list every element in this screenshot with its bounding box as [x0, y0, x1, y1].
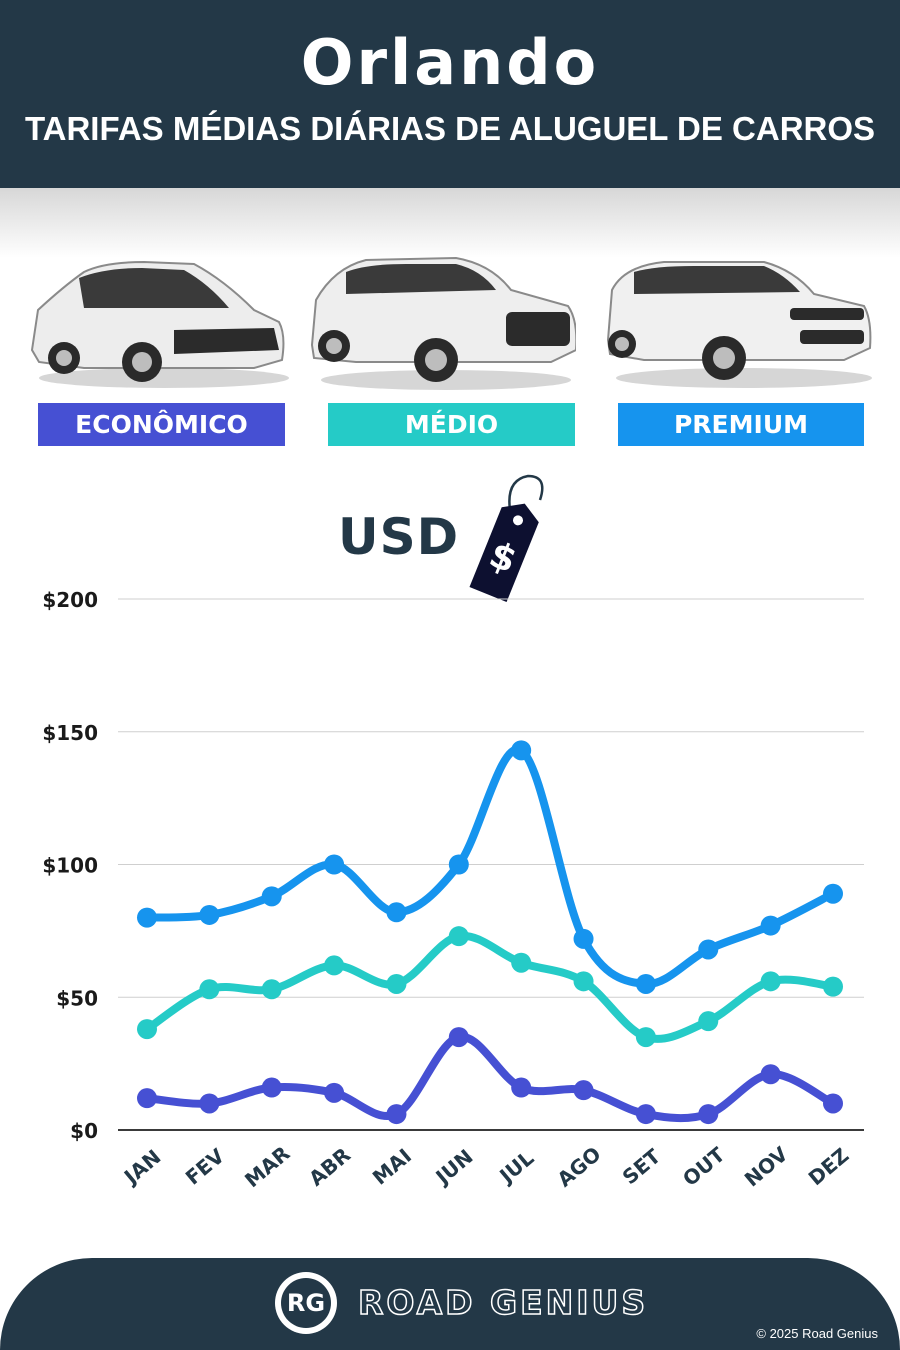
data-point-medio [635, 1027, 656, 1048]
x-tick-label: FEV [181, 1143, 230, 1189]
data-point-premium [698, 939, 719, 960]
data-point-premium [261, 886, 282, 907]
x-tick-label: NOV [740, 1141, 793, 1191]
x-tick-label: OUT [678, 1142, 730, 1191]
logo-inner [281, 1278, 331, 1328]
data-point-economico [573, 1080, 594, 1101]
data-point-medio [324, 955, 345, 976]
category-badge-economico: ECONÔMICO [38, 403, 285, 446]
data-point-premium [635, 973, 656, 994]
suv-car-image [310, 256, 576, 390]
category-badge-medio: MÉDIO [328, 403, 575, 446]
x-tick-label: DEZ [804, 1143, 854, 1190]
data-point-premium [511, 740, 532, 761]
data-point-economico [698, 1104, 719, 1125]
data-point-premium [386, 902, 407, 923]
data-point-medio [760, 971, 781, 992]
data-point-premium [324, 854, 345, 875]
hatchback-car-image [30, 260, 289, 388]
data-point-premium [760, 915, 781, 936]
footer-banner [0, 1258, 900, 1350]
luxury-suv-car-image [606, 261, 872, 388]
data-point-medio [823, 976, 843, 997]
currency-label: USD [338, 508, 460, 566]
data-point-medio [511, 952, 532, 973]
data-point-premium [199, 904, 220, 925]
page-title: Orlando [300, 26, 600, 99]
x-tick-label: JAN [118, 1145, 165, 1190]
x-tick-label: AGO [553, 1142, 606, 1192]
y-tick-label: $150 [42, 721, 98, 745]
copyright-text: © 2025 Road Genius [756, 1326, 878, 1341]
data-point-economico [137, 1088, 157, 1109]
x-tick-label: SET [618, 1144, 666, 1189]
brand-name: ROAD GENIUS [357, 1282, 649, 1323]
data-point-economico [448, 1027, 469, 1048]
data-point-medio [386, 973, 407, 994]
header-shadow [0, 188, 900, 258]
y-tick-label: $0 [70, 1119, 98, 1143]
series-line-economico [143, 1033, 837, 1123]
y-tick-label: $50 [56, 986, 98, 1010]
data-point-premium [137, 907, 157, 928]
data-point-economico [823, 1093, 843, 1114]
data-point-premium [448, 854, 469, 875]
x-tick-label: MAI [368, 1144, 416, 1190]
data-point-premium [823, 883, 843, 904]
data-point-economico [635, 1104, 656, 1125]
category-badge-premium: PREMIUM [618, 403, 864, 446]
line-chart: $0 $50 $100 $150 $200 JAN FEV MAR ABR MAI JUN JUL AG… [42, 588, 864, 1192]
data-point-premium [573, 928, 594, 949]
x-tick-label: JUN [430, 1144, 478, 1190]
y-tick-label: $100 [42, 854, 98, 878]
header-banner [0, 0, 900, 188]
data-point-medio [137, 1019, 157, 1040]
data-point-economico [511, 1077, 532, 1098]
data-point-medio [199, 979, 220, 1000]
x-tick-label: MAR [240, 1141, 294, 1192]
data-point-economico [760, 1064, 781, 1085]
data-point-economico [261, 1077, 282, 1098]
data-point-medio [261, 979, 282, 1000]
x-tick-label: JUL [493, 1146, 538, 1189]
data-point-medio [698, 1011, 719, 1032]
price-tag-icon: $ [469, 474, 544, 602]
data-point-economico [386, 1104, 407, 1125]
data-point-medio [573, 971, 594, 992]
y-tick-label: $200 [42, 588, 98, 612]
data-point-economico [324, 1082, 345, 1103]
data-point-medio [448, 926, 469, 947]
logo-text: RG [286, 1289, 326, 1317]
x-tick-label: ABR [304, 1143, 355, 1191]
data-point-economico [199, 1093, 220, 1114]
page-subtitle: TARIFAS MÉDIAS DIÁRIAS DE ALUGUEL DE CAR… [24, 110, 876, 147]
series-line-medio [143, 931, 837, 1043]
